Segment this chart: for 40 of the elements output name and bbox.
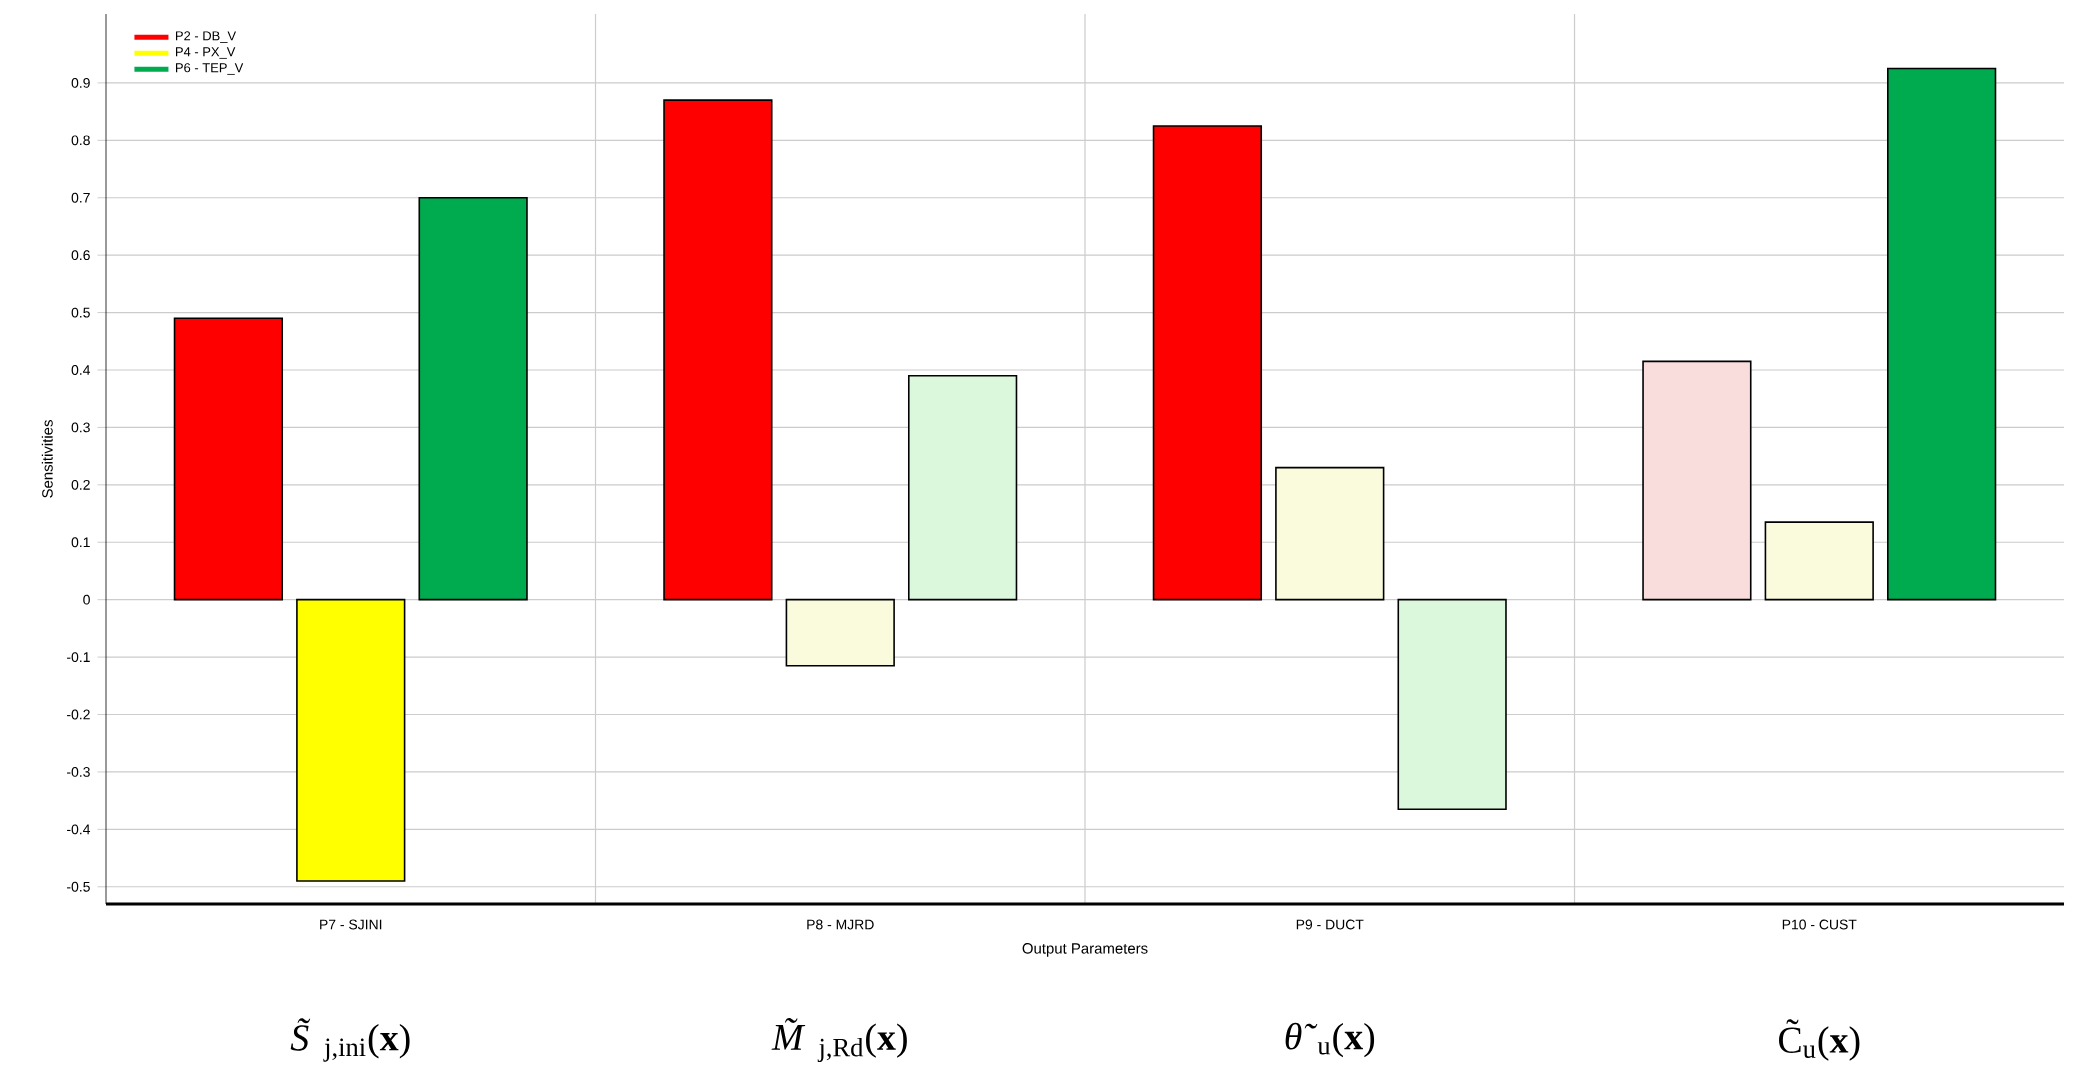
bar bbox=[1642, 360, 1752, 601]
y-tick-label: 0.5 bbox=[71, 307, 90, 318]
y-tick-label: -0.5 bbox=[67, 881, 90, 892]
legend-label: P4 - PX_V bbox=[175, 47, 236, 59]
bar bbox=[663, 99, 773, 601]
bar bbox=[173, 317, 284, 601]
y-tick-label: -0.2 bbox=[67, 709, 90, 720]
bar bbox=[1764, 521, 1874, 601]
y-tick-label: 0.9 bbox=[71, 77, 90, 88]
y-tick-label: 0.1 bbox=[71, 537, 90, 548]
y-tick-label: 0.6 bbox=[71, 250, 90, 261]
x-tick-label: P9 - DUCT bbox=[1296, 919, 1364, 930]
x-tick-label: P8 - MJRD bbox=[807, 919, 874, 930]
y-tick-label: -0.4 bbox=[67, 824, 91, 835]
y-tick-label: -0.1 bbox=[67, 652, 90, 663]
y-tick-label: 0.8 bbox=[71, 135, 90, 146]
legend-label: P6 - TEP_V bbox=[175, 63, 244, 75]
y-tick-label: -0.3 bbox=[67, 767, 90, 777]
text: M̃$_{j,Rd}$(x) bbox=[771, 1018, 907, 1062]
bar bbox=[1275, 466, 1385, 601]
bar bbox=[418, 196, 528, 601]
text: S̃$_{j,ini}$(x) bbox=[290, 1018, 410, 1062]
legend-label: P2 - DB_V bbox=[175, 31, 237, 43]
y-tick-label: 0.4 bbox=[71, 365, 91, 375]
x-tick-label: P10 - CUST bbox=[1782, 919, 1857, 930]
bar bbox=[1887, 67, 1997, 601]
y-axis-title: Sensitivities bbox=[41, 420, 53, 498]
y-tick-label: 0 bbox=[83, 594, 90, 605]
bar bbox=[296, 598, 406, 882]
text: C̃$_{u}$(x) bbox=[1779, 1019, 1860, 1061]
bar bbox=[1397, 598, 1507, 811]
y-tick-label: 0.7 bbox=[71, 192, 90, 203]
text: θ̃$_{u}$(x) bbox=[1285, 1022, 1375, 1058]
y-tick-label: 0.2 bbox=[71, 479, 90, 490]
x-tick-label: P7 - SJINI bbox=[320, 919, 382, 930]
x-axis-title: Output Parameters bbox=[1022, 943, 1148, 957]
bar bbox=[1152, 125, 1263, 601]
bar bbox=[907, 374, 1018, 601]
bar bbox=[785, 598, 895, 667]
y-tick-label: 0.3 bbox=[71, 422, 90, 433]
